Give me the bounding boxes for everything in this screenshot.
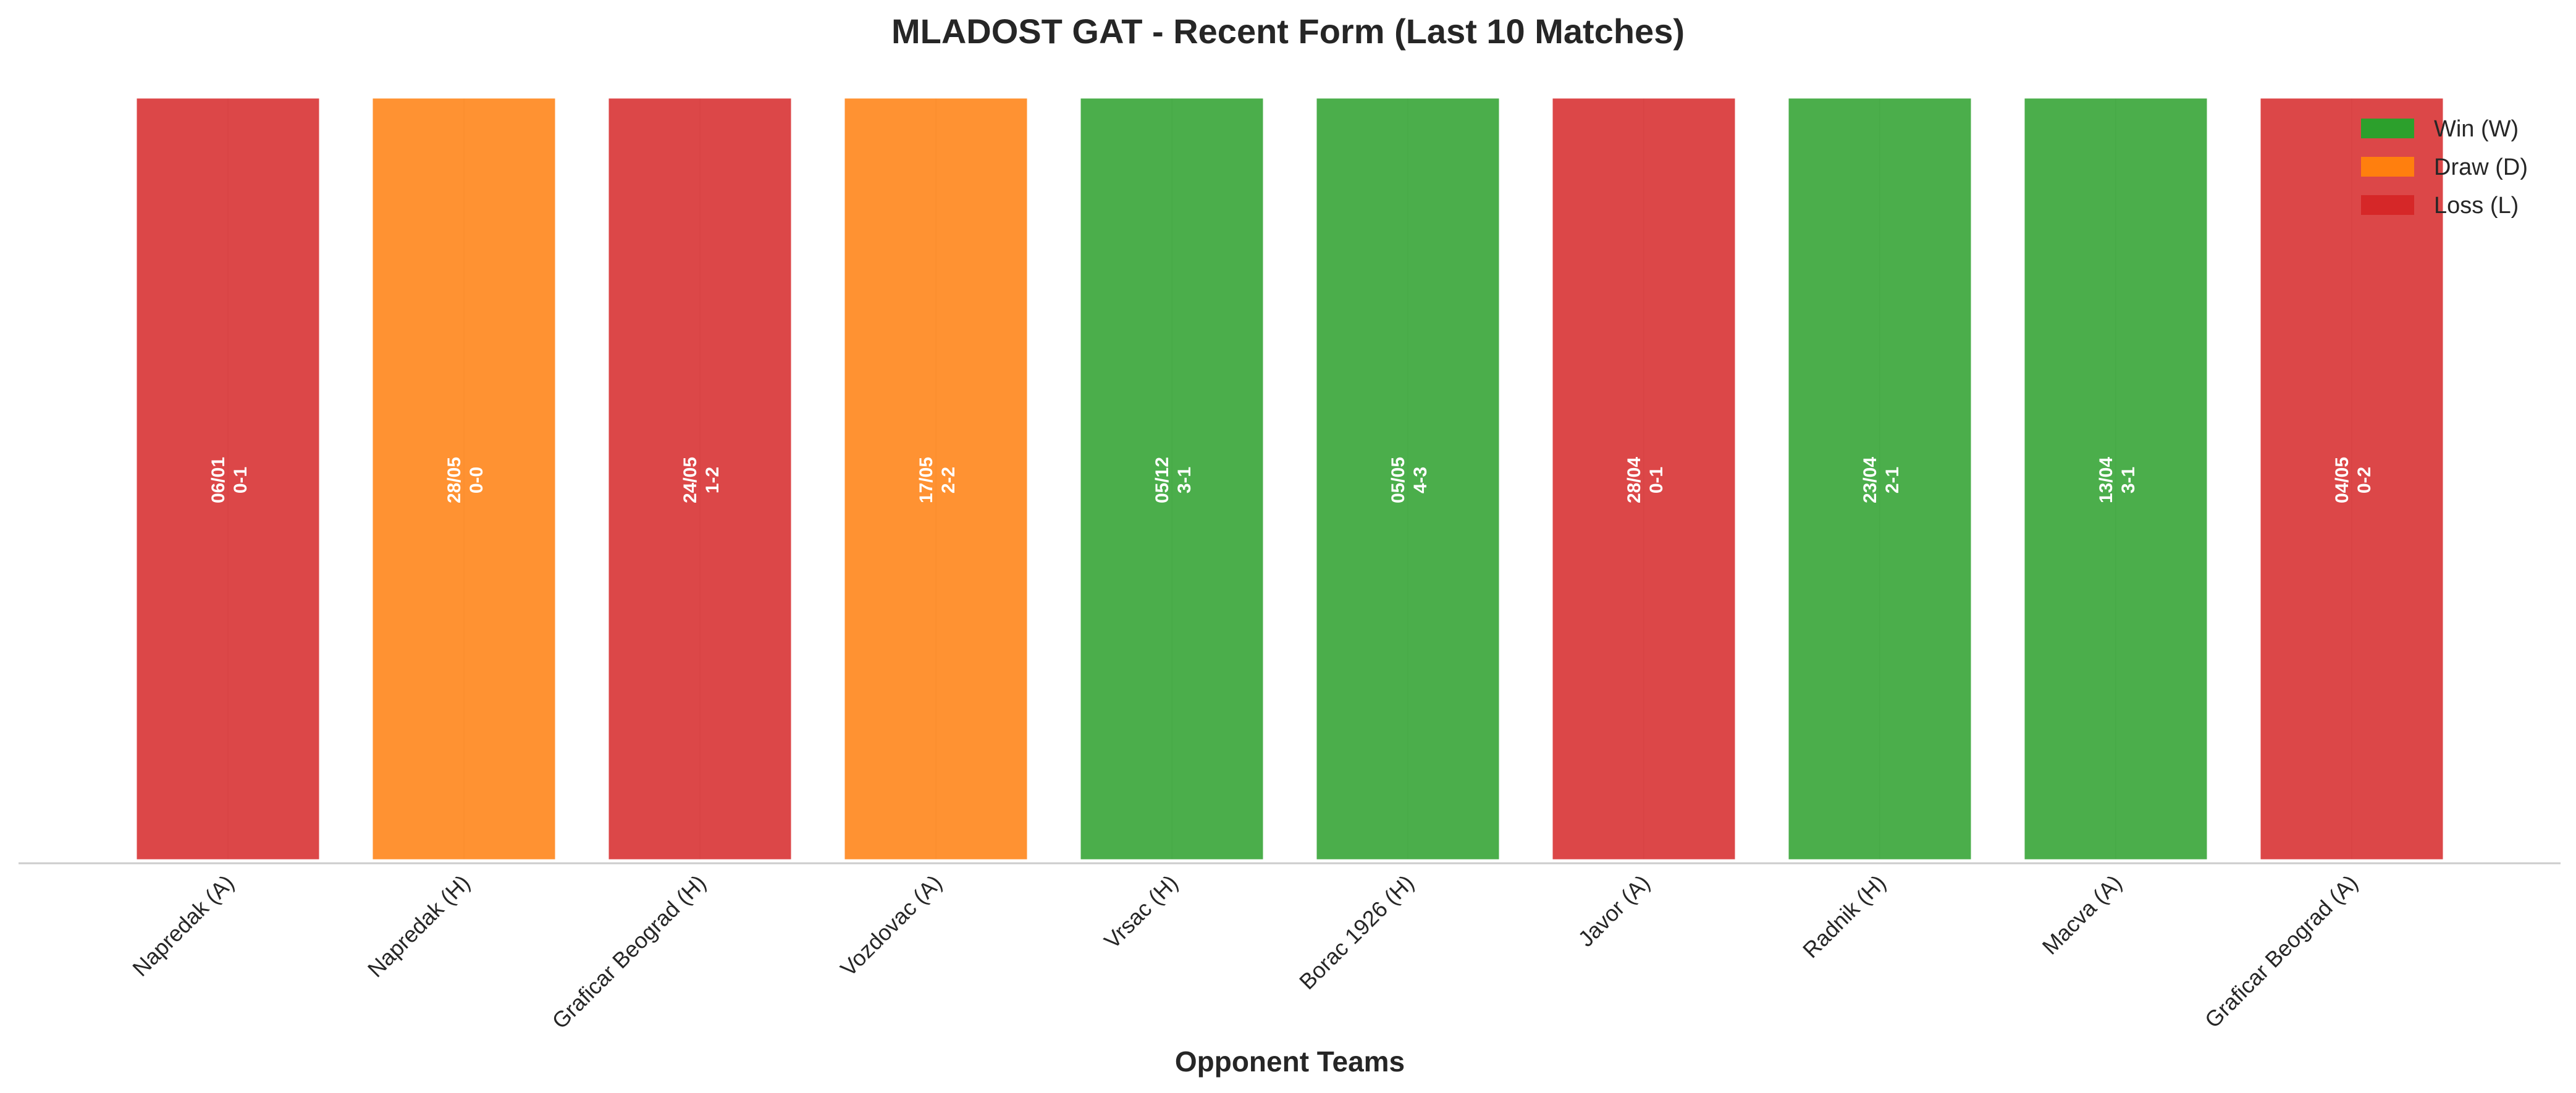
bar-date: 28/04 xyxy=(1624,457,1644,503)
x-tick-label: Graficar Beograd (H) xyxy=(547,870,710,1034)
x-tick-label: Borac 1926 (H) xyxy=(1294,870,1419,995)
x-tick-labels: Napredak (A) Napredak (H) Graficar Beograd… xyxy=(127,870,2362,1034)
legend-label: Draw (D) xyxy=(2434,154,2528,180)
chart-title: MLADOST GAT - Recent Form (Last 10 Match… xyxy=(891,12,1685,51)
bar-date: 24/05 xyxy=(680,457,701,503)
bar-label: 24/05 1-2 xyxy=(680,457,723,503)
bar-score: 0-2 xyxy=(2354,467,2375,493)
bar xyxy=(607,96,793,861)
bar-score: 0-0 xyxy=(466,467,487,493)
bar-score: 0-1 xyxy=(1646,467,1667,493)
bar-label: 13/04 3-1 xyxy=(2096,457,2139,503)
bar-score: 2-2 xyxy=(938,467,959,493)
x-axis-label: Opponent Teams xyxy=(1175,1045,1405,1078)
bar-date: 17/05 xyxy=(916,457,937,503)
bar xyxy=(1551,96,1737,861)
x-tick-label: Vozdovac (A) xyxy=(835,870,946,981)
bar-score: 0-1 xyxy=(230,467,251,493)
bar xyxy=(843,96,1029,861)
legend-label: Win (W) xyxy=(2434,116,2519,142)
legend-swatch xyxy=(2361,195,2414,215)
bar xyxy=(2022,96,2209,861)
bar-label: 23/04 2-1 xyxy=(1860,457,1903,503)
bar-date: 06/01 xyxy=(208,457,229,503)
bar xyxy=(135,96,321,861)
bar-label: 05/05 4-3 xyxy=(1388,457,1431,503)
x-tick-label: Napredak (A) xyxy=(127,870,238,981)
bar-score: 2-1 xyxy=(1882,467,1903,493)
bar-label: 28/04 0-1 xyxy=(1624,457,1667,503)
bar xyxy=(1787,96,1973,861)
bar-score: 4-3 xyxy=(1410,467,1431,493)
x-tick-label: Macva (A) xyxy=(2037,870,2127,960)
legend-swatch xyxy=(2361,119,2414,138)
bar-date: 04/05 xyxy=(2332,457,2352,503)
bar-label: 04/05 0-2 xyxy=(2332,457,2375,503)
x-tick-label: Radnik (H) xyxy=(1798,870,1891,963)
bar xyxy=(1079,96,1265,861)
x-tick-label: Vrsac (H) xyxy=(1099,870,1183,954)
bar-label: 05/12 3-1 xyxy=(1152,457,1195,503)
bar-date: 23/04 xyxy=(1860,457,1880,503)
bar-label: 28/05 0-0 xyxy=(444,457,487,503)
bar-date: 13/04 xyxy=(2096,457,2116,503)
x-tick-label: Napredak (H) xyxy=(363,870,475,982)
x-tick-label: Graficar Beograd (A) xyxy=(2200,870,2363,1033)
bar-score: 3-1 xyxy=(2118,467,2139,493)
bar xyxy=(1315,96,1501,861)
bars: 06/01 0-1 28/05 0-0 24/05 1-2 17/05 2-2 05/12 3-1… xyxy=(135,96,2445,861)
bar-date: 05/05 xyxy=(1388,457,1408,503)
bar-label: 17/05 2-2 xyxy=(916,457,959,503)
bar-date: 05/12 xyxy=(1152,457,1172,503)
legend: Win (W) Draw (D) Loss (L) xyxy=(2361,116,2528,219)
bar-label: 06/01 0-1 xyxy=(208,457,251,503)
bar-date: 28/05 xyxy=(444,457,465,503)
x-tick-label: Javor (A) xyxy=(1573,870,1654,952)
legend-swatch xyxy=(2361,157,2414,177)
bar-score: 3-1 xyxy=(1174,467,1195,493)
bar xyxy=(371,96,557,861)
legend-label: Loss (L) xyxy=(2434,193,2519,219)
bar xyxy=(2258,96,2445,861)
bar-score: 1-2 xyxy=(702,467,723,493)
